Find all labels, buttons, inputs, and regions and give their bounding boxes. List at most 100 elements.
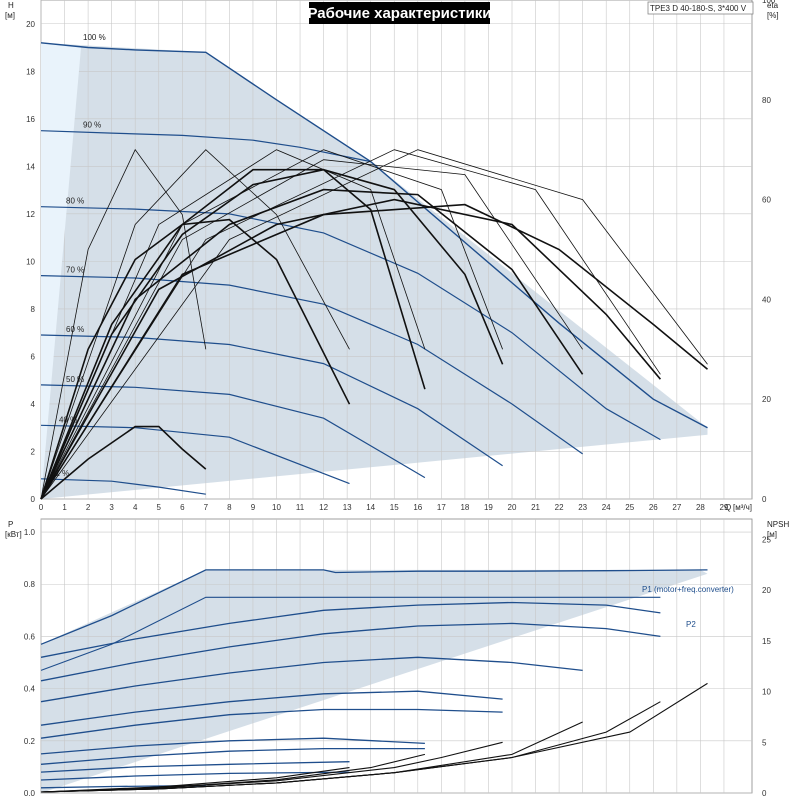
x-tick-label: 2 <box>86 503 91 512</box>
power-curve <box>40 708 503 739</box>
y2-tick-label: 5 <box>762 738 767 747</box>
y-tick-label: 0.0 <box>24 789 36 798</box>
x-tick-label: 5 <box>157 503 162 512</box>
y-tick-label: 0.6 <box>24 632 36 641</box>
x-tick-label: 25 <box>625 503 634 512</box>
model-label-box <box>647 1 754 15</box>
efficiency-curve <box>40 149 503 500</box>
x-axis-label: Q <box>725 503 731 512</box>
speed-label: 100 % <box>83 33 106 42</box>
efficiency-curve <box>40 149 350 500</box>
efficiency-curve <box>40 159 583 500</box>
speed-label: 60 % <box>66 325 84 334</box>
operating-envelope <box>41 42 708 500</box>
head-curve <box>40 478 206 495</box>
x-tick-label: 26 <box>649 503 658 512</box>
head-curve <box>40 130 371 163</box>
y2-axis-label: NPSH <box>767 520 789 529</box>
x-axis-unit: [м³/ч] <box>733 503 752 512</box>
power-curve <box>40 737 425 755</box>
y2-tick-label: 60 <box>762 196 771 205</box>
y-tick-label: 2 <box>31 447 36 456</box>
x-tick-label: 15 <box>390 503 399 512</box>
y-tick-label: 16 <box>26 115 35 124</box>
y2-tick-label: 15 <box>762 637 771 646</box>
y-tick-label: 8 <box>31 305 36 314</box>
efficiency-curve <box>40 149 708 500</box>
power-curve <box>40 601 661 658</box>
efficiency-curve <box>40 149 661 500</box>
x-tick-label: 18 <box>460 503 469 512</box>
x-tick-label: 3 <box>109 503 114 512</box>
x-tick-label: 8 <box>227 503 232 512</box>
p1-label: P1 (motor+freq.converter) <box>642 585 734 594</box>
y-tick-label: 0.2 <box>24 737 36 746</box>
y-tick-label: 10 <box>26 257 35 266</box>
operating-envelope <box>41 569 708 793</box>
x-tick-label: 17 <box>437 503 446 512</box>
x-tick-label: 0 <box>39 503 44 512</box>
x-tick-label: 20 <box>508 503 517 512</box>
p2-label: P2 <box>686 620 696 629</box>
x-tick-label: 29 <box>719 503 728 512</box>
y2-tick-label: 10 <box>762 688 771 697</box>
x-tick-label: 10 <box>272 503 281 512</box>
title-box <box>309 2 490 24</box>
model-label: TPE3 D 40-180-S, 3*400 V <box>650 4 747 13</box>
speed-label: 80 % <box>66 197 84 206</box>
y-tick-label: 12 <box>26 210 35 219</box>
efficiency-curve <box>40 188 584 500</box>
y-tick-label: 14 <box>26 162 35 171</box>
y-tick-label: 0.4 <box>24 685 36 694</box>
power-curve <box>40 771 350 781</box>
speed-label: 50 % <box>66 375 84 384</box>
chart-title: Рабочие характеристики <box>307 5 491 22</box>
power-curve <box>40 761 350 773</box>
npsh-curve <box>40 784 206 793</box>
speed-label: 90 % <box>83 121 101 130</box>
power-curve <box>40 656 583 703</box>
speed-label: 70 % <box>66 266 84 275</box>
head-curve <box>40 42 708 429</box>
x-tick-label: 6 <box>180 503 185 512</box>
x-tick-label: 4 <box>133 503 138 512</box>
efficiency-curve <box>40 149 426 500</box>
y-tick-label: 6 <box>31 352 36 361</box>
x-tick-label: 12 <box>319 503 328 512</box>
head-curve <box>40 424 350 485</box>
x-tick-label: 28 <box>696 503 705 512</box>
y-tick-label: 0.8 <box>24 580 36 589</box>
p2-curve <box>40 596 661 671</box>
x-tick-label: 23 <box>578 503 587 512</box>
y-axis-label: H <box>8 1 14 10</box>
y2-tick-label: 25 <box>762 535 771 544</box>
power-curve <box>40 747 425 765</box>
x-tick-label: 27 <box>672 503 681 512</box>
y2-tick-label: 40 <box>762 295 771 304</box>
x-tick-label: 14 <box>366 503 375 512</box>
x-tick-label: 16 <box>413 503 422 512</box>
efficiency-curve <box>40 148 207 500</box>
x-tick-label: 24 <box>602 503 611 512</box>
x-tick-label: 7 <box>204 503 209 512</box>
y-axis-unit: [кВт] <box>5 530 22 539</box>
power-chart-panel: 0.0 0.2 0.4 0.6 0.8 1.0 0 5 10 15 20 25 P[кВт] NPSH[м… <box>5 518 789 798</box>
y2-axis-unit: [м] <box>767 530 777 539</box>
y2-tick-label: 0 <box>762 789 767 798</box>
head-curve <box>40 275 583 455</box>
efficiency-curve <box>40 198 662 500</box>
power-curve <box>40 690 503 726</box>
x-tick-label: 11 <box>296 503 305 512</box>
y-axis-unit: [м] <box>5 11 15 20</box>
y2-axis-label: eta <box>767 1 779 10</box>
efficiency-curve <box>40 425 207 500</box>
head-curve <box>40 206 661 441</box>
efficiency-curve <box>40 203 709 500</box>
x-tick-label: 9 <box>251 503 256 512</box>
y-tick-label: 4 <box>31 400 36 409</box>
y-tick-label: 0 <box>31 495 36 504</box>
npsh-curve <box>40 767 350 793</box>
npsh-curve <box>40 721 583 793</box>
y2-tick-label: 20 <box>762 395 771 404</box>
